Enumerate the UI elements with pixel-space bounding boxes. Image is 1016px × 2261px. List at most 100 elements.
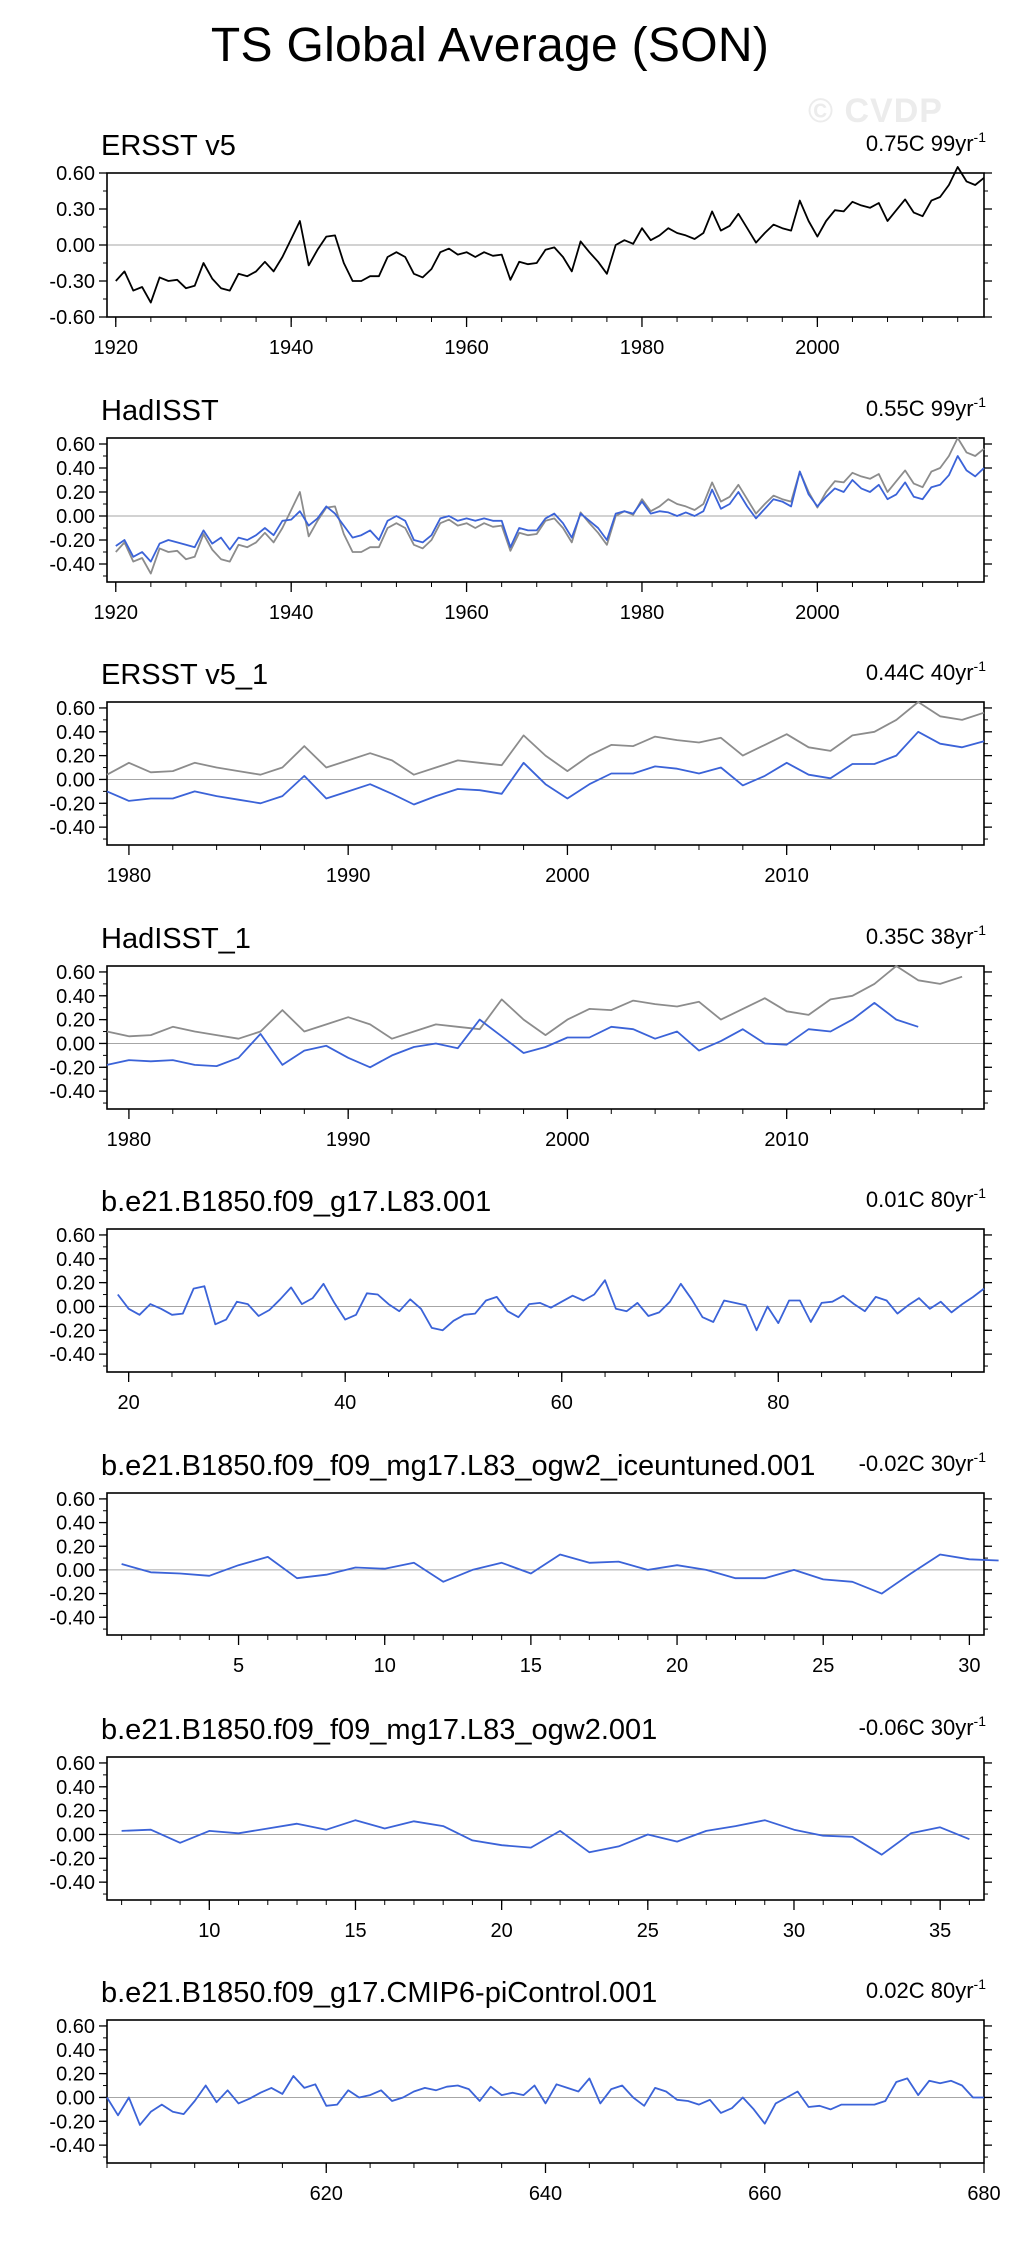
chart-panel-3: ERSST v5_1 0.44C 40yr-10.600.400.200.00-0… (49, 658, 992, 887)
y-tick-label: -0.20 (49, 530, 95, 552)
x-tick-label: 2010 (764, 1129, 809, 1151)
y-tick-label: 0.40 (56, 986, 95, 1008)
y-tick-label: 0.00 (56, 1824, 95, 1846)
series-line-1 (115, 437, 985, 575)
x-tick-label: 1980 (107, 865, 152, 887)
plot-frame (106, 2019, 985, 2164)
plot-frame (106, 1228, 985, 1373)
y-tick-label: 0.20 (56, 1801, 95, 1823)
plot-frame (106, 437, 985, 583)
y-tick-label: -0.20 (49, 1057, 95, 1079)
watermark: © CVDP (808, 92, 943, 130)
panel-title: b.e21.B1850.f09_g17.L83.001 (101, 1186, 491, 1218)
x-tick-label: 680 (967, 2183, 1000, 2205)
y-tick-label: 0.40 (56, 722, 95, 744)
panel-title: HadISST (101, 395, 219, 427)
y-tick-label: 0.20 (56, 1536, 95, 1558)
y-tick-label: 0.00 (56, 235, 95, 257)
x-tick-label: 1990 (326, 865, 371, 887)
series-line-1 (121, 1819, 970, 1856)
series-line-1 (106, 701, 985, 776)
trend-label: 0.55C 99yr-1 (866, 394, 986, 421)
x-tick-label: 1990 (326, 1129, 371, 1151)
x-tick-label: 20 (666, 1655, 688, 1677)
y-tick-label: 0.20 (56, 482, 95, 504)
x-tick-label: 1920 (94, 337, 139, 359)
y-tick-label: 0.60 (56, 2016, 95, 2038)
y-tick-label: -0.20 (49, 1320, 95, 1342)
x-tick-label: 640 (529, 2183, 562, 2205)
chart-panel-2: HadISST 0.55C 99yr-1 0.600.400.200.00-0.20… (49, 394, 992, 624)
y-tick-label: 0.00 (56, 1560, 95, 1582)
y-tick-label: 0.30 (56, 199, 95, 221)
series-line-2 (106, 1002, 919, 1069)
trend-label: 0.44C 40yr-1 (866, 658, 986, 685)
main-title: TS Global Average (SON) (210, 19, 770, 72)
x-tick-label: 2000 (795, 602, 840, 624)
x-tick-label: 10 (198, 1920, 220, 1942)
x-tick-label: 25 (637, 1920, 659, 1942)
y-tick-label: 0.60 (56, 163, 95, 185)
y-tick-label: 0.40 (56, 1777, 95, 1799)
y-tick-label: 0.60 (56, 962, 95, 984)
x-tick-label: 1960 (444, 602, 489, 624)
y-tick-label: 0.20 (56, 746, 95, 768)
x-tick-label: 30 (783, 1920, 805, 1942)
x-tick-label: 2000 (545, 1129, 590, 1151)
y-tick-label: 0.40 (56, 458, 95, 480)
panel-title: HadISST_1 (101, 923, 251, 955)
y-tick-label: -0.60 (49, 307, 95, 329)
y-tick-label: -0.40 (49, 1081, 95, 1103)
y-tick-label: 0.40 (56, 2040, 95, 2062)
chart-panel-6: b.e21.B1850.f09_f09_mg17.L83_ogw2_iceunt… (49, 1449, 999, 1677)
x-tick-label: 40 (334, 1392, 356, 1414)
y-tick-label: 0.00 (56, 1296, 95, 1318)
panel-title: b.e21.B1850.f09_f09_mg17.L83_ogw2.001 (101, 1714, 657, 1746)
trend-label: -0.02C 30yr-1 (859, 1449, 987, 1476)
y-tick-label: 0.60 (56, 698, 95, 720)
panel-title: b.e21.B1850.f09_g17.CMIP6-piControl.001 (101, 1977, 657, 2009)
y-tick-label: -0.40 (49, 1344, 95, 1366)
x-tick-label: 1980 (107, 1129, 152, 1151)
y-tick-label: 0.60 (56, 1753, 95, 1775)
series-line-2 (106, 730, 985, 806)
panel-title: ERSST v5_1 (101, 659, 268, 691)
y-tick-label: 0.40 (56, 1249, 95, 1271)
y-tick-label: -0.20 (49, 2111, 95, 2133)
y-tick-label: 0.20 (56, 1010, 95, 1032)
y-tick-label: 0.60 (56, 434, 95, 456)
plot-frame (106, 1756, 985, 1901)
y-tick-label: 0.40 (56, 1513, 95, 1535)
x-tick-label: 1940 (269, 602, 314, 624)
plot-frame (106, 701, 985, 846)
trend-label: -0.06C 30yr-1 (859, 1713, 987, 1740)
series-line-1 (121, 1553, 999, 1595)
x-tick-label: 2010 (764, 865, 809, 887)
y-tick-label: -0.40 (49, 817, 95, 839)
x-tick-label: 20 (118, 1392, 140, 1414)
series-line-1 (106, 965, 963, 1040)
y-tick-label: -0.20 (49, 793, 95, 815)
x-tick-label: 30 (958, 1655, 980, 1677)
y-tick-label: -0.40 (49, 554, 95, 576)
plot-frame (106, 1492, 985, 1636)
x-tick-label: 5 (233, 1655, 244, 1677)
x-tick-label: 25 (812, 1655, 834, 1677)
x-tick-label: 10 (374, 1655, 396, 1677)
x-tick-label: 60 (551, 1392, 573, 1414)
x-tick-label: 2000 (795, 337, 840, 359)
panel-title: ERSST v5 (101, 130, 236, 162)
y-tick-label: 0.60 (56, 1225, 95, 1247)
x-tick-label: 1980 (620, 602, 665, 624)
x-tick-label: 1960 (444, 337, 489, 359)
trend-label: 0.35C 38yr-1 (866, 922, 986, 949)
y-tick-label: -0.20 (49, 1848, 95, 1870)
chart-panel-5: b.e21.B1850.f09_g17.L83.001 0.01C 80yr-1 0… (49, 1185, 992, 1414)
y-tick-label: 0.20 (56, 1273, 95, 1295)
x-tick-label: 20 (491, 1920, 513, 1942)
x-tick-label: 1980 (620, 337, 665, 359)
y-tick-label: 0.20 (56, 2064, 95, 2086)
x-tick-label: 15 (344, 1920, 366, 1942)
series-line-1 (115, 166, 985, 304)
series-line-1 (106, 2075, 984, 2126)
